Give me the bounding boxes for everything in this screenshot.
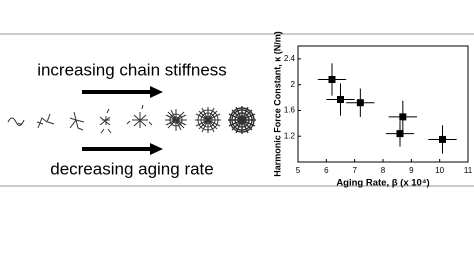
point: [337, 95, 344, 103]
y-tick-label: 2.4: [284, 54, 296, 63]
x-axis-label: Aging Rate, β (x 10⁴): [336, 178, 429, 189]
point: [356, 99, 364, 107]
y-tick-label: 1.2: [284, 131, 296, 140]
x-tick-label: 5: [296, 166, 301, 175]
y-axis-label: Harmonic Force Constant, κ (N/m): [272, 31, 282, 177]
polymer-chains: [7, 104, 256, 134]
y-tick-label: 2: [291, 80, 296, 89]
point: [399, 113, 407, 121]
point: [328, 76, 336, 84]
point: [439, 135, 446, 143]
x-tick-label: 10: [435, 166, 444, 175]
x-tick-label: 7: [352, 166, 357, 175]
point: [396, 130, 404, 138]
x-tick-label: 9: [409, 166, 414, 175]
x-tick-label: 6: [324, 166, 329, 175]
arrows: [82, 86, 163, 155]
x-tick-label: 8: [381, 166, 386, 175]
bottom-label: decreasing aging rate: [50, 159, 214, 178]
top-label: increasing chain stiffness: [37, 60, 227, 79]
y-tick-label: 1.6: [284, 106, 296, 115]
x-tick-label: 11: [464, 166, 473, 175]
